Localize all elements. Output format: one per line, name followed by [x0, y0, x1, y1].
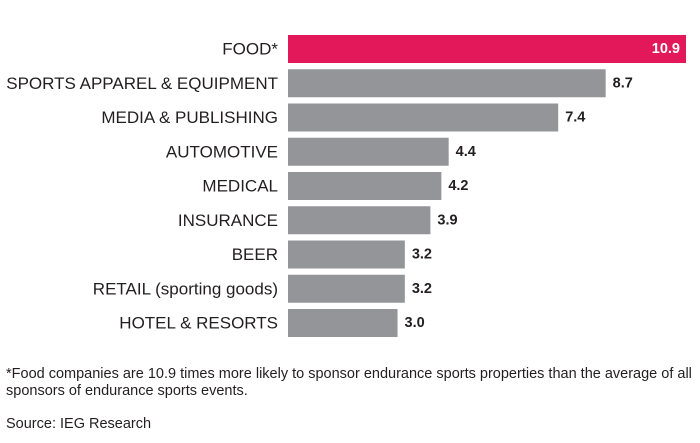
bar-hotel-resorts — [288, 309, 398, 337]
bar-medical — [288, 172, 442, 200]
category-label-beer: BEER — [232, 245, 278, 264]
value-label-hotel-resorts: 3.0 — [405, 315, 425, 331]
bar-insurance — [288, 206, 431, 235]
bar-media-publishing — [288, 103, 559, 132]
category-label-automotive: AUTOMOTIVE — [166, 142, 278, 161]
bar-food — [288, 35, 686, 63]
bar-sports-apparel-equipment — [288, 69, 606, 98]
value-label-medical: 4.2 — [448, 178, 468, 194]
value-label-media-publishing: 7.4 — [565, 110, 585, 126]
category-label-insurance: INSURANCE — [178, 211, 278, 230]
category-label-media-publishing: MEDIA & PUBLISHING — [101, 108, 278, 127]
category-label-medical: MEDICAL — [202, 177, 278, 196]
value-label-insurance: 3.9 — [437, 212, 457, 228]
value-label-sports-apparel-equipment: 8.7 — [613, 75, 633, 91]
bar-chart: FOOD* 10.9 SPORTS APPAREL & EQUIPMENT 8.7 ME… — [6, 35, 686, 337]
footnote: *Food companies are 10.9 times more like… — [6, 366, 692, 399]
source-note: Source: IEG Research — [6, 416, 152, 432]
bar-retail-sporting-goods — [288, 274, 405, 303]
category-label-sports-apparel-equipment: SPORTS APPAREL & EQUIPMENT — [6, 74, 278, 93]
value-label-food: 10.9 — [652, 41, 680, 57]
category-label-retail-sporting-goods: RETAIL (sporting goods) — [93, 279, 278, 298]
category-label-hotel-resorts: HOTEL & RESORTS — [119, 314, 278, 333]
bar-automotive — [288, 137, 449, 166]
value-label-beer: 3.2 — [412, 247, 432, 263]
category-label-food: FOOD* — [222, 40, 278, 59]
bar-beer — [288, 240, 405, 269]
value-label-retail-sporting-goods: 3.2 — [412, 281, 432, 297]
value-label-automotive: 4.4 — [456, 144, 476, 160]
